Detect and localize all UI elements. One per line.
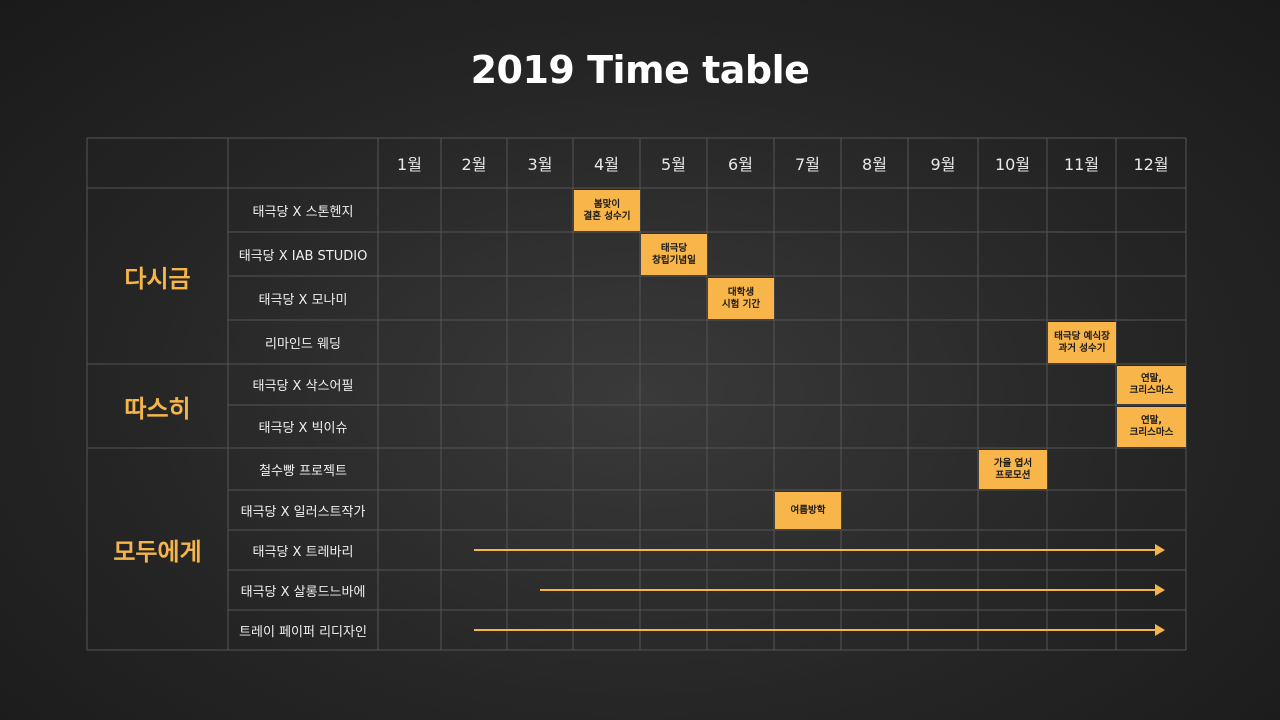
event-block: 여름방학: [775, 492, 841, 529]
event-block: 가을 엽서 프로모션: [979, 450, 1047, 489]
month-header: 2월: [461, 155, 487, 174]
row-label: 리마인드 웨딩: [265, 336, 341, 352]
category-label: 따스히: [124, 394, 191, 423]
event-block: 태극당 예식장 과거 성수기: [1048, 322, 1116, 363]
month-header: 9월: [930, 155, 956, 174]
row-label: 태극당 X 삭스어필: [252, 379, 354, 394]
event-block: 연말, 크리스마스: [1117, 366, 1186, 404]
month-header: 11월: [1063, 155, 1100, 174]
range-bar: [540, 589, 1155, 591]
row-label: 트레이 페이퍼 리디자인: [239, 624, 367, 640]
month-header: 10월: [994, 155, 1031, 174]
row-label: 태극당 X IAB STUDIO: [238, 248, 368, 264]
row-label: 철수빵 프로젝트: [259, 463, 347, 479]
month-header: 8월: [862, 155, 887, 174]
month-header: 1월: [397, 155, 422, 174]
row-label: 태극당 X 빅이슈: [258, 421, 348, 436]
month-header: 4월: [594, 155, 619, 174]
month-header: 3월: [527, 155, 553, 174]
category-label: 모두에게: [113, 537, 202, 566]
arrow-head-icon: [1155, 584, 1165, 596]
event-block: 연말, 크리스마스: [1117, 407, 1186, 447]
arrow-head-icon: [1155, 544, 1165, 556]
arrow-head-icon: [1155, 624, 1165, 636]
event-block: 봄맞이 결혼 성수기: [574, 190, 640, 231]
row-label: 태극당 X 스톤헨지: [252, 204, 354, 220]
range-bar: [474, 549, 1155, 551]
month-header: 7월: [795, 155, 820, 174]
month-header: 12월: [1133, 155, 1169, 174]
category-label: 다시금: [124, 264, 191, 293]
month-header: 6월: [728, 155, 753, 174]
row-label: 태극당 X 살롱드느바에: [240, 584, 366, 600]
event-block: 대학생 시험 기간: [708, 278, 774, 319]
row-label: 태극당 X 일러스트작가: [240, 504, 366, 520]
row-label: 태극당 X 트레바리: [252, 544, 354, 560]
row-label: 태극당 X 모나미: [258, 292, 348, 308]
range-bar: [474, 629, 1155, 631]
event-block: 태극당 창립기념일: [641, 234, 707, 275]
month-header: 5월: [661, 155, 686, 174]
page-title: 2019 Time table: [470, 48, 810, 92]
